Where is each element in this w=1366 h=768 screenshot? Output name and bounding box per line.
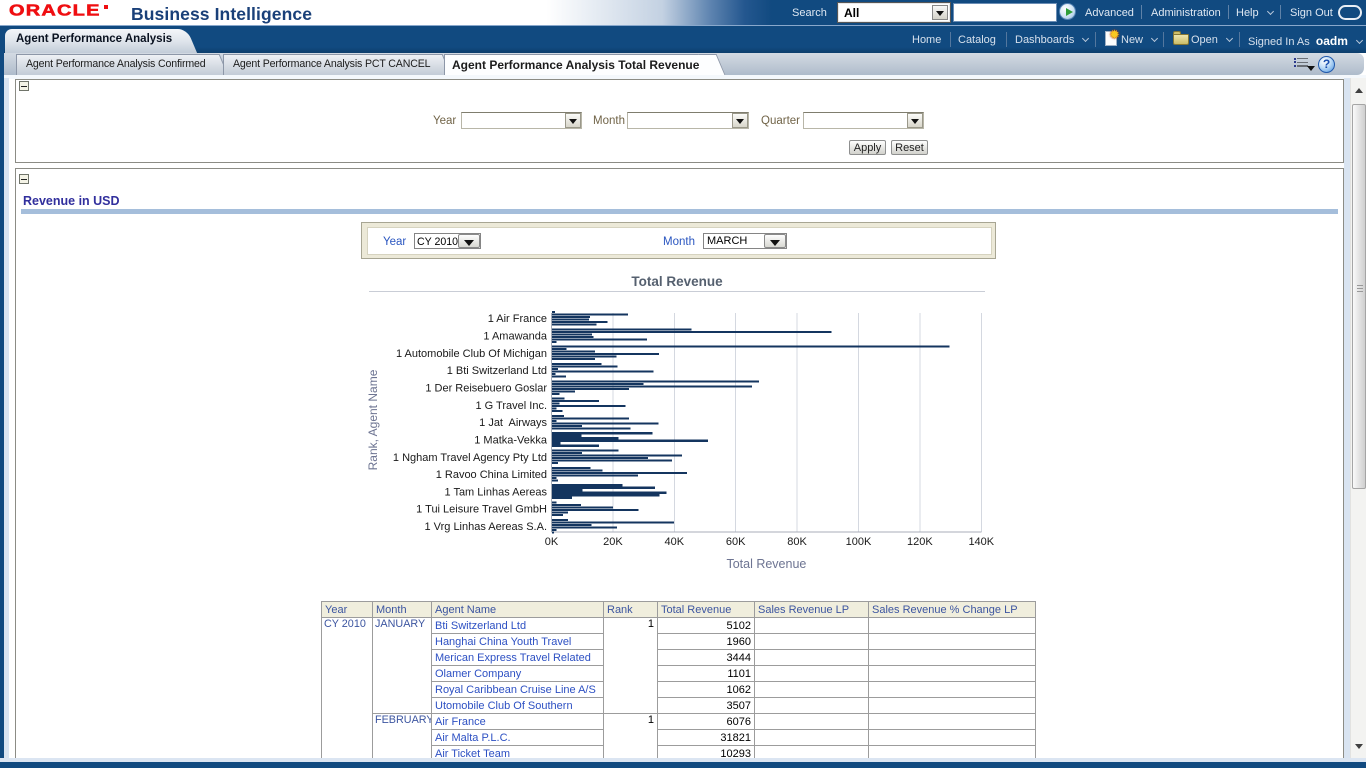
svg-text:1 Air France: 1 Air France [488,313,547,325]
svg-text:1 Der Reisebuero Goslar: 1 Der Reisebuero Goslar [425,383,547,395]
svg-text:1 Ravoo China Limited: 1 Ravoo China Limited [436,469,547,481]
svg-text:1 Vrg Linhas Aereas S.A.: 1 Vrg Linhas Aereas S.A. [425,521,548,533]
svg-text:1 Bti Switzerland Ltd: 1 Bti Switzerland Ltd [447,365,547,377]
svg-text:1 Amawanda: 1 Amawanda [483,331,547,343]
svg-text:80K: 80K [787,536,807,548]
svg-text:100K: 100K [846,536,872,548]
svg-text:1 Automobile Club Of Michigan: 1 Automobile Club Of Michigan [396,348,547,360]
svg-text:40K: 40K [665,536,685,548]
svg-text:1 Tam Linhas Aereas: 1 Tam Linhas Aereas [444,486,547,498]
svg-text:Total Revenue: Total Revenue [631,274,723,289]
svg-text:140K: 140K [968,536,994,548]
svg-text:Rank, Agent Name: Rank, Agent Name [366,369,380,470]
svg-text:Total Revenue: Total Revenue [726,557,806,571]
svg-text:120K: 120K [907,536,933,548]
svg-text:1 G Travel Inc.: 1 G Travel Inc. [475,400,547,412]
svg-text:1 Matka-Vekka: 1 Matka-Vekka [474,434,548,446]
svg-text:0K: 0K [545,536,559,548]
svg-text:20K: 20K [603,536,623,548]
svg-text:1 Ngham Travel Agency Pty Ltd: 1 Ngham Travel Agency Pty Ltd [393,452,547,464]
svg-text:1 Tui Leisure Travel GmbH: 1 Tui Leisure Travel GmbH [416,504,547,516]
svg-text:1 Jat Airways: 1 Jat Airways [479,417,547,429]
svg-text:60K: 60K [726,536,746,548]
